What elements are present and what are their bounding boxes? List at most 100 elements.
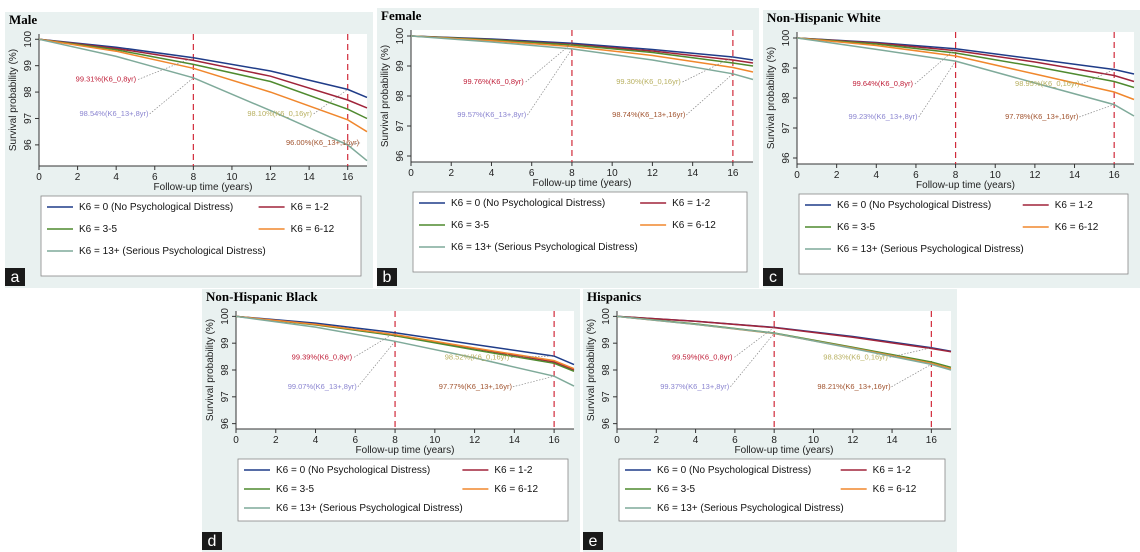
annotation-label: 98.52%(K6_0,16yr) [445,352,510,361]
x-tick-label: 6 [353,435,359,446]
legend-label-k12: K6 = 1-2 [494,465,533,476]
x-tick-label: 4 [874,170,880,181]
panel-letter: e [589,533,598,550]
series-line-k13 [616,315,952,371]
annotation-label: 98.21%(K6_13+,16yr) [817,382,891,391]
y-tick-label: 96 [23,139,34,151]
series-line-k612 [410,35,754,73]
chart-nh-white: Non-Hispanic White 0 2 4 6 8 10 12 14 16 96 97 98 99 1… [763,10,1135,286]
x-tick-label: 14 [886,435,898,446]
x-tick-label: 4 [313,435,319,446]
plot-area [236,311,574,429]
y-axis-label: Survival probability (%) [766,47,777,149]
series-line-k612 [38,38,368,133]
legend-label-k12: K6 = 1-2 [291,202,330,213]
x-tick-label: 6 [732,435,738,446]
x-tick-label: 0 [408,168,414,179]
annotation-label: 96.00%(K6_13+,16yr) [286,138,360,147]
annotation-leader [734,327,775,358]
y-tick-label: 99 [220,337,231,349]
annotation-label: 98.54%(K6_13+,8yr) [80,109,150,118]
series-line-k12 [38,38,368,109]
y-tick-label: 98 [220,364,231,376]
annotation-label: 99.37%(K6_13+,8yr) [660,382,730,391]
panel-letter-badge [377,268,397,286]
x-tick-label: 10 [429,435,441,446]
x-tick-label: 16 [727,168,739,179]
legend-label-k13: K6 = 13+ (Serious Psychological Distress… [276,503,463,514]
x-tick-label: 2 [654,435,660,446]
x-tick-label: 2 [273,435,279,446]
x-tick-label: 0 [233,435,239,446]
legend-box [798,193,1129,275]
y-tick-label: 97 [220,391,231,403]
legend-label-k12: K6 = 1-2 [672,198,711,209]
y-tick-label: 99 [601,337,612,349]
chart-nh-black: Non-Hispanic Black 0 2 4 6 8 10 12 14 16 96 97 98 99 1… [202,289,575,550]
legend-label-k0: K6 = 0 (No Psychological Distress) [657,465,811,476]
chart-male: Male 0 2 4 6 8 10 12 14 16 96 97 98 99 100 Follow-up ti… [5,12,368,286]
annotation-leader [525,42,573,83]
annotation-leader [313,89,348,115]
legend-label-k13: K6 = 13+ (Serious Psychological Distress… [451,242,638,253]
panel-c: Non-Hispanic White 0 2 4 6 8 10 12 14 16 96 97 98 99 1… [763,10,1140,288]
x-tick-label: 10 [226,172,238,183]
annotation-leader [682,56,734,83]
y-tick-label: 99 [395,60,406,72]
x-tick-label: 16 [1109,170,1121,181]
annotation-label: 99.64%(K6_0,8yr) [853,79,914,88]
annotation-leader [347,142,361,146]
panel-title: Non-Hispanic Black [206,289,318,304]
panel-letter-badge [583,532,603,550]
legend-label-k13: K6 = 13+ (Serious Psychological Distress… [657,503,844,514]
panel-a: Male 0 2 4 6 8 10 12 14 16 96 97 98 99 100 Follow-up ti… [5,12,373,288]
x-tick-label: 10 [808,435,820,446]
annotation-label: 98.10%(K6_0,16yr) [247,109,312,118]
panel-d: Non-Hispanic Black 0 2 4 6 8 10 12 14 16 96 97 98 99 1… [202,289,580,552]
x-tick-label: 6 [529,168,535,179]
legend-label-k0: K6 = 0 (No Psychological Distress) [837,200,991,211]
series-line-k612 [796,37,1135,101]
y-tick-label: 97 [601,391,612,403]
x-axis-label: Follow-up time (years) [356,445,455,456]
x-tick-label: 10 [990,170,1002,181]
chart-female: Female 0 2 4 6 8 10 12 14 16 96 97 98 99 100 Follow-up … [377,8,754,286]
x-axis-label: Follow-up time (years) [154,182,253,193]
series-line-k0 [235,315,575,366]
x-tick-label: 4 [693,435,699,446]
series-line-k35 [796,37,1135,89]
x-tick-label: 6 [913,170,919,181]
x-tick-label: 8 [191,172,197,183]
legend-label-k35: K6 = 3-5 [451,220,490,231]
legend-label-k35: K6 = 3-5 [837,222,876,233]
series-line-k612 [235,315,575,370]
series-line-k0 [38,38,368,99]
plot-area [617,311,951,429]
annotation-leader [686,73,734,116]
panel-letter: c [769,269,777,286]
y-tick-label: 99 [781,62,792,74]
annotation-leader [512,375,555,388]
series-line-k12 [616,315,952,353]
panel-letter: b [383,269,392,286]
annotation-label: 98.74%(K6_13+,16yr) [612,110,686,119]
annotation-label: 99.39%(K6_0,8yr) [292,352,353,361]
y-tick-label: 100 [220,308,231,325]
annotation-label: 97.78%(K6_13+,16yr) [1005,112,1079,121]
plot-area [39,34,367,166]
legend-label-k612: K6 = 6-12 [873,484,917,495]
x-tick-label: 16 [926,435,938,446]
legend-box [412,191,748,273]
annotation-label: 99.76%(K6_0,8yr) [463,77,524,86]
x-tick-label: 14 [509,435,521,446]
panel-title: Female [381,8,422,23]
annotation-label: 99.23%(K6_13+,8yr) [849,112,919,121]
series-line-k13 [796,37,1135,117]
x-tick-label: 12 [469,435,481,446]
annotation-label: 99.31%(K6_0,8yr) [76,75,137,84]
y-tick-label: 96 [601,418,612,430]
annotation-leader [357,341,396,387]
series-line-k13 [235,315,575,387]
legend-label-k12: K6 = 1-2 [873,465,912,476]
y-tick-label: 98 [23,86,34,98]
